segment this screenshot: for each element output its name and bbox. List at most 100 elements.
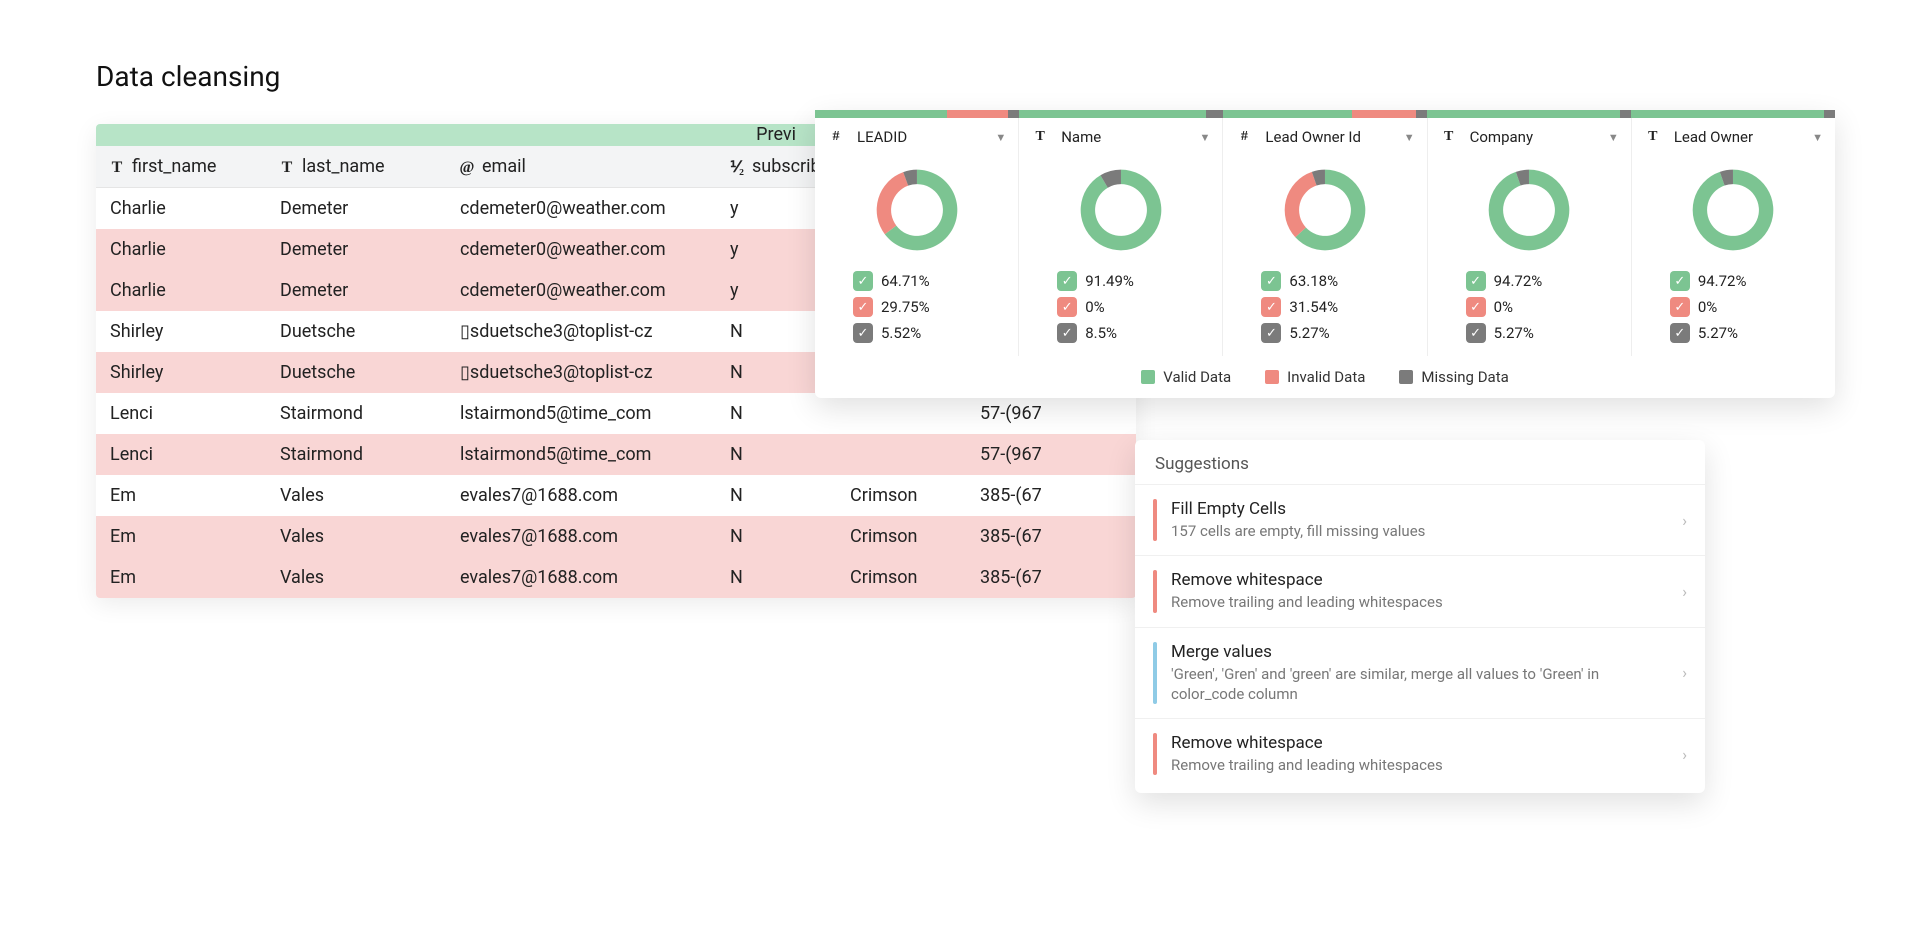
column-label: subscrib	[752, 156, 821, 177]
table-cell: Charlie	[96, 270, 266, 311]
check-icon: ✓	[1057, 323, 1077, 343]
suggestion-title: Remove whitespace	[1171, 733, 1668, 753]
table-cell: evales7@1688.com	[446, 475, 716, 516]
table-cell: 57-(967	[966, 434, 1136, 475]
table-row[interactable]: EmValesevales7@1688.comNCrimson385-(67	[96, 557, 1136, 598]
chevron-right-icon: ›	[1682, 582, 1687, 601]
quality-column-label: Lead Owner	[1674, 128, 1753, 146]
column-header[interactable]: Tfirst_name	[96, 146, 266, 188]
legend-label-valid: Valid Data	[1163, 368, 1231, 386]
type-icon: #	[827, 129, 845, 145]
stat-invalid: ✓ 0%	[1642, 294, 1825, 320]
table-cell: Em	[96, 557, 266, 598]
table-row[interactable]: EmValesevales7@1688.comNCrimson385-(67	[96, 516, 1136, 557]
table-row[interactable]: LenciStairmondlstairmond5@time_comN57-(9…	[96, 393, 1136, 434]
donut-chart	[1438, 156, 1621, 268]
suggestion-desc: 'Green', 'Gren' and 'green' are similar,…	[1171, 664, 1668, 705]
table-cell: N	[716, 475, 836, 516]
suggestion-desc: Remove trailing and leading whitespaces	[1171, 755, 1668, 775]
table-row[interactable]: EmValesevales7@1688.comNCrimson385-(67	[96, 475, 1136, 516]
donut-chart	[1642, 156, 1825, 268]
legend-swatch-missing	[1399, 370, 1413, 384]
type-icon: #	[1235, 129, 1253, 145]
quality-column: T Name ▼ ✓ 91.49% ✓ 0% ✓ 8.5%	[1019, 118, 1223, 356]
chevron-down-icon[interactable]: ▼	[1812, 131, 1823, 144]
quality-column-header[interactable]: T Lead Owner ▼	[1642, 126, 1825, 156]
chevron-right-icon: ›	[1682, 745, 1687, 764]
table-cell: Shirley	[96, 311, 266, 352]
table-row[interactable]: LenciStairmondlstairmond5@time_comN57-(9…	[96, 434, 1136, 475]
page-title: Data cleansing	[96, 60, 280, 93]
table-cell: Shirley	[96, 352, 266, 393]
table-cell: cdemeter0@weather.com	[446, 229, 716, 270]
table-cell: lstairmond5@time_com	[446, 393, 716, 434]
table-cell: N	[716, 516, 836, 557]
donut-chart	[825, 156, 1008, 268]
table-cell: Crimson	[836, 475, 966, 516]
check-icon: ✓	[1261, 271, 1281, 291]
suggestion-item[interactable]: Merge values 'Green', 'Gren' and 'green'…	[1135, 627, 1705, 719]
suggestion-item[interactable]: Remove whitespace Remove trailing and le…	[1135, 555, 1705, 626]
table-cell: Crimson	[836, 557, 966, 598]
check-icon: ✓	[1261, 323, 1281, 343]
quality-column: # Lead Owner Id ▼ ✓ 63.18% ✓ 31.54% ✓ 5.…	[1223, 118, 1427, 356]
quality-column-header[interactable]: T Name ▼	[1029, 126, 1212, 156]
stat-invalid-value: 0%	[1698, 298, 1717, 316]
stat-missing-value: 5.27%	[1494, 324, 1534, 342]
quality-column-label: Lead Owner Id	[1265, 128, 1361, 146]
stat-missing: ✓ 5.52%	[825, 320, 1008, 346]
check-icon: ✓	[1261, 297, 1281, 317]
chevron-down-icon[interactable]: ▼	[1200, 131, 1211, 144]
suggestion-desc: Remove trailing and leading whitespaces	[1171, 592, 1668, 612]
quality-panel: # LEADID ▼ ✓ 64.71% ✓ 29.75% ✓ 5.52%	[815, 110, 1835, 398]
type-icon: T	[1031, 129, 1049, 145]
stat-valid: ✓ 94.72%	[1438, 268, 1621, 294]
suggestion-accent-bar	[1153, 499, 1157, 541]
table-cell: 385-(67	[966, 557, 1136, 598]
legend-label-invalid: Invalid Data	[1287, 368, 1365, 386]
table-cell: Charlie	[96, 229, 266, 270]
suggestion-accent-bar	[1153, 642, 1157, 705]
suggestions-title: Suggestions	[1135, 452, 1705, 484]
table-cell: Em	[96, 516, 266, 557]
column-header[interactable]: @email	[446, 146, 716, 188]
stat-valid-value: 64.71%	[881, 272, 930, 290]
stat-missing-value: 5.52%	[881, 324, 921, 342]
quality-legend: Valid Data Invalid Data Missing Data	[815, 356, 1835, 392]
quality-column-header[interactable]: # LEADID ▼	[825, 126, 1008, 156]
column-header[interactable]: Tlast_name	[266, 146, 446, 188]
check-icon: ✓	[1057, 271, 1077, 291]
suggestion-item[interactable]: Fill Empty Cells 157 cells are empty, fi…	[1135, 484, 1705, 555]
table-cell: Stairmond	[266, 434, 446, 475]
stat-valid: ✓ 64.71%	[825, 268, 1008, 294]
table-cell: N	[716, 557, 836, 598]
table-cell: N	[716, 393, 836, 434]
chevron-down-icon[interactable]: ▼	[1608, 131, 1619, 144]
table-cell: 385-(67	[966, 516, 1136, 557]
table-cell: evales7@1688.com	[446, 516, 716, 557]
table-cell: Vales	[266, 475, 446, 516]
check-icon: ✓	[1057, 297, 1077, 317]
stat-valid-value: 63.18%	[1289, 272, 1338, 290]
suggestion-desc: 157 cells are empty, fill missing values	[1171, 521, 1668, 541]
quality-column-header[interactable]: # Lead Owner Id ▼	[1233, 126, 1416, 156]
check-icon: ✓	[1466, 323, 1486, 343]
table-cell: Vales	[266, 516, 446, 557]
stat-invalid: ✓ 0%	[1438, 294, 1621, 320]
suggestion-item[interactable]: Remove whitespace Remove trailing and le…	[1135, 718, 1705, 789]
stat-invalid: ✓ 0%	[1029, 294, 1212, 320]
table-cell: 385-(67	[966, 475, 1136, 516]
table-cell: Lenci	[96, 393, 266, 434]
stat-valid: ✓ 91.49%	[1029, 268, 1212, 294]
quality-column-header[interactable]: T Company ▼	[1438, 126, 1621, 156]
type-icon: T	[278, 159, 296, 177]
type-icon: ⅟₂	[728, 157, 746, 177]
stat-missing: ✓ 5.27%	[1233, 320, 1416, 346]
quality-column: T Company ▼ ✓ 94.72% ✓ 0% ✓ 5.27%	[1428, 118, 1632, 356]
chevron-down-icon[interactable]: ▼	[1404, 131, 1415, 144]
column-label: first_name	[132, 156, 216, 177]
type-icon: T	[1440, 129, 1458, 145]
table-cell: ▯sduetsche3@toplist-cz	[446, 352, 716, 393]
chevron-down-icon[interactable]: ▼	[995, 131, 1006, 144]
table-cell: Duetsche	[266, 352, 446, 393]
